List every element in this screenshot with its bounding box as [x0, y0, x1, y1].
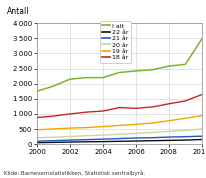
- Legend: I alt, 22 år, 21 år, 20 år, 19 år, 18 år: I alt, 22 år, 21 år, 20 år, 19 år, 18 år: [100, 21, 131, 63]
- Text: Antall: Antall: [7, 7, 30, 16]
- Text: Kilde: Barnevernstatistikken, Statistisk sentralbyrå.: Kilde: Barnevernstatistikken, Statistisk…: [4, 171, 145, 176]
